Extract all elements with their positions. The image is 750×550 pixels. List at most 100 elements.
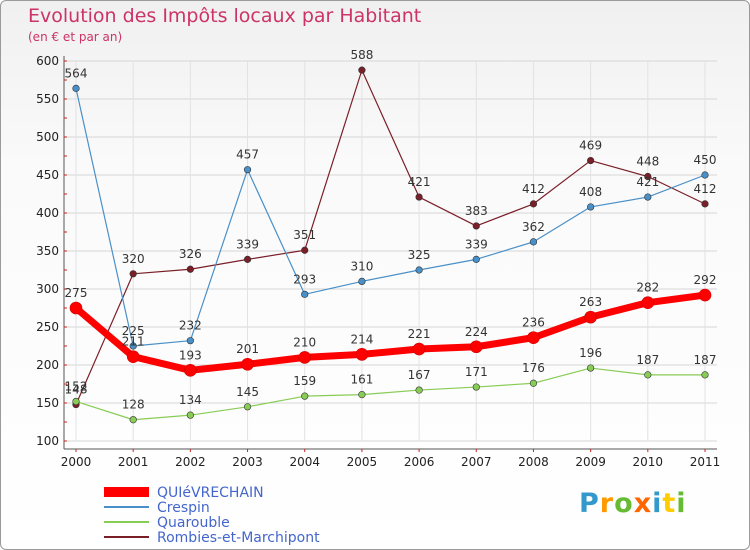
data-point [301,392,309,400]
data-point [129,270,137,278]
data-point [644,193,652,201]
brand-letter: t [662,488,677,519]
y-tick-label: 300 [36,282,59,296]
data-label: 469 [579,139,602,153]
x-tick-label: 2000 [61,455,92,469]
data-label: 351 [293,228,316,242]
data-point [701,200,709,208]
data-label: 187 [694,353,717,367]
data-point [529,238,538,246]
data-point [126,350,140,363]
data-label: 282 [636,281,659,295]
data-point [472,255,480,263]
y-tick-label: 500 [36,130,59,144]
data-label: 224 [465,325,488,339]
data-point [701,171,709,179]
x-tick-label: 2009 [575,455,606,469]
data-point [129,416,137,424]
data-label: 134 [179,393,202,407]
data-label: 412 [522,182,545,196]
series-line [75,69,706,406]
data-label: 564 [65,66,88,80]
data-label: 339 [236,237,259,251]
data-point [301,290,309,298]
data-point [527,331,540,344]
data-point [186,265,194,273]
data-label: 362 [522,220,545,234]
data-label: 196 [579,346,602,360]
data-point [469,340,483,354]
data-label: 193 [179,348,202,362]
data-point [72,84,80,92]
data-point [472,383,480,391]
data-label: 457 [236,148,259,162]
brand-letter: o [614,488,634,519]
brand-logo: Proxiti [579,488,687,519]
data-point [701,371,709,379]
data-point [644,172,652,181]
data-point [129,342,137,350]
legend-label: Rombies-et-Marchipont [157,530,320,546]
data-point [587,203,595,211]
data-point [412,342,426,356]
series-line [75,367,706,421]
x-tick-label: 2011 [690,455,721,469]
data-label: 171 [465,365,488,379]
data-point [472,222,480,230]
data-label: 339 [465,237,488,251]
data-label: 236 [522,316,545,330]
data-label: 225 [122,324,145,338]
chart-subtitle: (en € et par an) [28,30,123,44]
x-tick-label: 2006 [404,455,435,469]
y-tick-label: 600 [36,54,59,68]
data-point [529,379,538,387]
data-label: 325 [408,248,431,262]
data-label: 176 [522,361,545,375]
data-label: 412 [694,182,717,196]
data-label: 214 [350,332,373,346]
data-label: 320 [122,252,145,266]
data-label: 263 [579,295,602,309]
data-point [415,266,423,274]
data-label: 408 [579,185,602,199]
brand-letter: i [652,488,663,519]
data-point [243,166,252,174]
data-point [186,337,194,345]
data-point [72,397,80,406]
data-point [241,357,254,371]
data-label: 275 [65,286,88,300]
y-tick-label: 450 [36,168,59,182]
data-point [415,193,423,201]
y-tick-label: 550 [36,92,59,106]
data-label: 167 [408,368,431,382]
data-label: 383 [465,204,488,218]
x-tick-label: 2004 [289,455,320,469]
data-label: 148 [65,383,88,397]
data-label: 232 [179,319,202,333]
data-point [529,200,538,208]
data-point [587,156,595,165]
data-point [184,364,197,377]
data-label: 310 [350,259,373,273]
legend-label: Quarouble [157,515,230,531]
data-label: 421 [636,175,659,189]
y-tick-label: 100 [36,434,59,448]
data-point [644,371,652,379]
y-tick-label: 400 [36,206,59,220]
data-label: 326 [179,247,202,261]
data-point [698,288,712,302]
data-label: 450 [694,153,717,167]
x-tick-label: 2007 [461,455,492,469]
data-label: 292 [694,273,717,287]
series-line [75,87,706,347]
data-point [641,296,655,309]
data-point [415,386,423,394]
brand-letter: P [579,488,600,519]
data-point [587,364,595,372]
data-point [243,255,252,263]
x-tick-label: 2001 [118,455,149,469]
data-label: 588 [350,48,373,62]
x-tick-label: 2003 [232,455,263,469]
